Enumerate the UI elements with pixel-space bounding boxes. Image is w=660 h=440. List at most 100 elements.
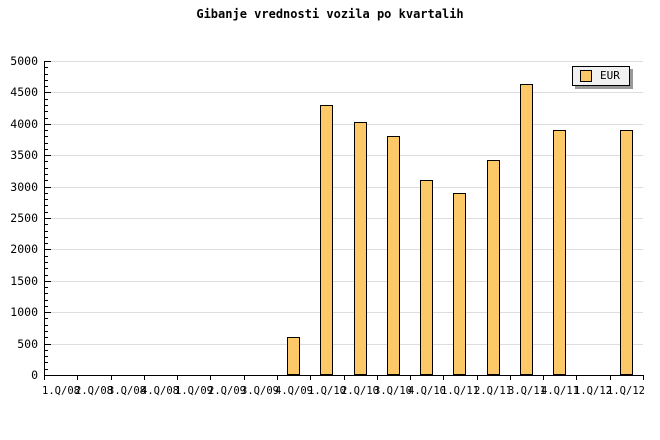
y-tick-minor	[45, 350, 48, 351]
y-tick-label: 1500	[10, 274, 38, 288]
y-tick-minor	[45, 306, 48, 307]
x-tick-label: 4.Q/09	[275, 385, 313, 397]
y-tick-label: 0	[31, 368, 38, 382]
x-tick	[77, 376, 78, 380]
x-tick	[310, 376, 311, 380]
h-gridline	[45, 155, 643, 156]
x-tick-label: 3.Q/10	[374, 385, 412, 397]
x-tick	[111, 376, 112, 380]
h-gridline	[45, 249, 643, 250]
y-tick-major	[45, 155, 51, 156]
x-tick-label: 3.Q/09	[241, 385, 279, 397]
x-tick	[510, 376, 511, 380]
y-tick-minor	[45, 149, 48, 150]
h-gridline	[45, 61, 643, 62]
y-tick-minor	[45, 130, 48, 131]
y-tick-major	[45, 312, 51, 313]
x-tick	[44, 376, 45, 380]
y-tick-minor	[45, 224, 48, 225]
x-tick	[576, 376, 577, 380]
y-tick-minor	[45, 105, 48, 106]
y-tick-minor	[45, 369, 48, 370]
y-tick-minor	[45, 111, 48, 112]
y-tick-minor	[45, 212, 48, 213]
bar	[620, 130, 633, 375]
y-tick-major	[45, 92, 51, 93]
x-tick-label: 1.Q/08	[42, 385, 80, 397]
y-tick-major	[45, 124, 51, 125]
x-tick	[410, 376, 411, 380]
legend-swatch-icon	[580, 70, 592, 82]
bar	[287, 337, 300, 375]
y-tick-minor	[45, 199, 48, 200]
x-tick-label: 4.Q/08	[141, 385, 179, 397]
x-tick	[244, 376, 245, 380]
y-tick-major	[45, 61, 51, 62]
y-tick-minor	[45, 331, 48, 332]
y-tick-minor	[45, 318, 48, 319]
y-tick-minor	[45, 275, 48, 276]
chart-title: Gibanje vrednosti vozila po kvartalih	[196, 7, 464, 21]
x-tick-label: 1.Q/11	[441, 385, 479, 397]
bar	[553, 130, 566, 375]
y-tick-label: 3500	[10, 148, 38, 162]
x-tick-label: 2.Q/10	[341, 385, 379, 397]
y-tick-minor	[45, 136, 48, 137]
bar	[487, 160, 500, 375]
y-tick-label: 1000	[10, 305, 38, 319]
x-tick-label: 1.Q/10	[308, 385, 346, 397]
legend-label: EUR	[600, 69, 620, 82]
x-tick	[377, 376, 378, 380]
y-tick-label: 3000	[10, 180, 38, 194]
y-tick-minor	[45, 205, 48, 206]
y-tick-minor	[45, 86, 48, 87]
h-gridline	[45, 92, 643, 93]
h-gridline	[45, 281, 643, 282]
h-gridline	[45, 344, 643, 345]
h-gridline	[45, 218, 643, 219]
x-tick	[643, 376, 644, 380]
y-tick-minor	[45, 300, 48, 301]
y-tick-minor	[45, 99, 48, 100]
x-tick	[277, 376, 278, 380]
h-gridline	[45, 124, 643, 125]
x-tick-label: 2.Q/11	[474, 385, 512, 397]
x-tick	[610, 376, 611, 380]
y-tick-minor	[45, 118, 48, 119]
y-tick-minor	[45, 293, 48, 294]
x-tick-label: 2.Q/09	[208, 385, 246, 397]
y-tick-minor	[45, 231, 48, 232]
y-tick-major	[45, 281, 51, 282]
y-tick-label: 4000	[10, 117, 38, 131]
y-tick-minor	[45, 337, 48, 338]
y-tick-major	[45, 218, 51, 219]
y-tick-minor	[45, 325, 48, 326]
y-tick-minor	[45, 193, 48, 194]
y-tick-minor	[45, 80, 48, 81]
y-tick-label: 2000	[10, 242, 38, 256]
x-tick	[477, 376, 478, 380]
y-tick-minor	[45, 268, 48, 269]
y-tick-label: 4500	[10, 85, 38, 99]
bar	[453, 193, 466, 375]
x-tick-label: 3.Q/11	[508, 385, 546, 397]
y-tick-major	[45, 249, 51, 250]
x-tick-label: 1.Q/12	[607, 385, 645, 397]
bar	[420, 180, 433, 375]
x-tick	[543, 376, 544, 380]
y-tick-minor	[45, 174, 48, 175]
y-tick-minor	[45, 356, 48, 357]
y-tick-minor	[45, 74, 48, 75]
legend: EUR	[572, 66, 630, 86]
x-tick-label: 1.Q/09	[175, 385, 213, 397]
y-tick-minor	[45, 180, 48, 181]
y-tick-minor	[45, 168, 48, 169]
y-tick-label: 2500	[10, 211, 38, 225]
y-tick-minor	[45, 287, 48, 288]
y-tick-major	[45, 344, 51, 345]
y-tick-minor	[45, 243, 48, 244]
h-gridline	[45, 187, 643, 188]
bar	[520, 84, 533, 375]
y-tick-label: 500	[17, 337, 38, 351]
